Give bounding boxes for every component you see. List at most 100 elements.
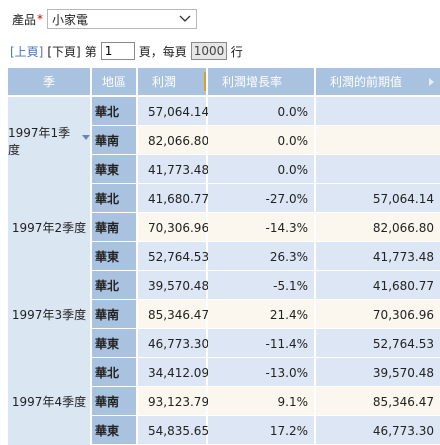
profit-cell: 52,764.53 [138, 242, 209, 271]
table-row: 華南 70,306.96 -14.3% 82,066.80 [8, 213, 440, 242]
quarter-cell[interactable]: 1997年4季度 [8, 358, 90, 445]
next-page-link[interactable]: [下頁] [47, 44, 81, 59]
col-header-prev-label: 利潤的前期值 [330, 75, 403, 89]
col-header-growth-label: 利潤增長率 [222, 75, 283, 89]
prev-value-cell [316, 155, 440, 184]
table-row: 華南 85,346.47 21.4% 70,306.96 [8, 300, 440, 329]
row-divider [90, 357, 440, 358]
growth-cell: -11.4% [208, 329, 314, 358]
page-number-input[interactable] [100, 42, 135, 60]
row-divider [90, 270, 440, 271]
col-header-region[interactable]: 地區 [92, 68, 136, 95]
scroll-right-icon[interactable] [429, 78, 434, 86]
row-divider [90, 212, 440, 213]
product-filter-label: 產品 [12, 12, 37, 27]
prev-value-cell: 85,346.47 [316, 387, 440, 416]
col-header-prev[interactable]: 利潤的前期值 [316, 68, 440, 95]
page-size-suffix: 行 [230, 44, 243, 59]
growth-cell: -5.1% [208, 271, 314, 300]
pager: [上頁] [下頁] 第 頁，每頁 行 [10, 40, 243, 62]
growth-cell: 21.4% [208, 300, 314, 329]
prev-value-cell: 41,680.77 [316, 271, 440, 300]
region-cell: 華北 [92, 97, 136, 126]
growth-cell: 0.0% [208, 126, 314, 155]
sort-indicator [204, 72, 206, 91]
row-divider [90, 125, 440, 126]
row-divider [90, 386, 440, 387]
table-row: 華南 82,066.80 0.0% [8, 126, 440, 155]
region-cell: 華東 [92, 329, 136, 358]
quarter-label: 1997年2季度 [11, 221, 87, 235]
prev-value-cell: 41,773.48 [316, 242, 440, 271]
region-cell: 華北 [92, 358, 136, 387]
region-cell: 華北 [92, 271, 136, 300]
row-divider [90, 415, 440, 416]
growth-cell: -14.3% [208, 213, 314, 242]
profit-cell: 93,123.79 [138, 387, 209, 416]
profit-cell: 34,412.09 [138, 358, 209, 387]
required-mark: * [37, 12, 44, 26]
prev-value-cell: 39,570.48 [316, 358, 440, 387]
quarter-label: 1997年3季度 [11, 308, 87, 322]
profit-cell: 41,680.77 [138, 184, 209, 213]
row-divider [90, 328, 440, 329]
filter-row: 產品 * 小家電 [12, 8, 198, 30]
growth-cell: 0.0% [208, 97, 314, 126]
table-row: 華北 41,680.77 -27.0% 57,064.14 [8, 184, 440, 213]
col-header-region-label: 地區 [101, 75, 126, 89]
region-cell: 華南 [92, 213, 136, 242]
growth-cell: 17.2% [208, 416, 314, 445]
region-cell: 華南 [92, 300, 136, 329]
col-header-growth[interactable]: 利潤增長率 [208, 68, 314, 95]
col-header-quarter-label: 季 [42, 75, 55, 89]
profit-cell: 41,773.48 [138, 155, 209, 184]
quarter-cell[interactable]: 1997年2季度 [8, 184, 90, 271]
growth-cell: -27.0% [208, 184, 314, 213]
growth-cell: -13.0% [208, 358, 314, 387]
prev-value-cell: 46,773.30 [316, 416, 440, 445]
expand-arrow-icon[interactable] [82, 135, 90, 140]
prev-value-cell: 57,064.14 [316, 184, 440, 213]
product-select[interactable]: 小家電 [47, 9, 198, 29]
profit-cell: 85,346.47 [138, 300, 209, 329]
row-divider [90, 299, 440, 300]
region-cell: 華南 [92, 387, 136, 416]
region-cell: 華東 [92, 416, 136, 445]
chevron-down-icon [178, 12, 192, 26]
prev-value-cell [316, 126, 440, 155]
profit-cell: 57,064.14 [138, 97, 209, 126]
region-cell: 華東 [92, 242, 136, 271]
quarter-cell[interactable]: 1997年1季度 [8, 97, 90, 184]
table-row: 華南 93,123.79 9.1% 85,346.47 [8, 387, 440, 416]
col-header-profit[interactable]: 利潤 [138, 68, 206, 95]
prev-value-cell [316, 97, 440, 126]
col-header-quarter[interactable]: 季 [8, 68, 90, 95]
quarter-cell[interactable]: 1997年3季度 [8, 271, 90, 358]
table-row: 華北 34,412.09 -13.0% 39,570.48 [8, 358, 440, 387]
table-row: 華北 57,064.14 0.0% [8, 97, 440, 126]
prev-value-cell: 70,306.96 [316, 300, 440, 329]
region-cell: 華東 [92, 155, 136, 184]
profit-cell: 70,306.96 [138, 213, 209, 242]
table-row: 華東 41,773.48 0.0% [8, 155, 440, 184]
table-row: 華東 54,835.65 17.2% 46,773.30 [8, 416, 440, 445]
quarter-label: 1997年1季度 [8, 125, 71, 157]
profit-cell: 39,570.48 [138, 271, 209, 300]
col-header-profit-label: 利潤 [152, 75, 177, 89]
page-size-input[interactable] [190, 42, 227, 60]
row-divider [90, 241, 440, 242]
row-divider [90, 154, 440, 155]
table-row: 華北 39,570.48 -5.1% 41,680.77 [8, 271, 440, 300]
profit-cell: 82,066.80 [138, 126, 209, 155]
quarter-label: 1997年4季度 [11, 395, 87, 409]
prev-value-cell: 52,764.53 [316, 329, 440, 358]
region-cell: 華南 [92, 126, 136, 155]
prev-value-cell: 82,066.80 [316, 213, 440, 242]
growth-cell: 26.3% [208, 242, 314, 271]
growth-cell: 9.1% [208, 387, 314, 416]
growth-cell: 0.0% [208, 155, 314, 184]
region-cell: 華北 [92, 184, 136, 213]
prev-page-link[interactable]: [上頁] [10, 44, 44, 59]
table-row: 華東 52,764.53 26.3% 41,773.48 [8, 242, 440, 271]
profit-cell: 54,835.65 [138, 416, 209, 445]
